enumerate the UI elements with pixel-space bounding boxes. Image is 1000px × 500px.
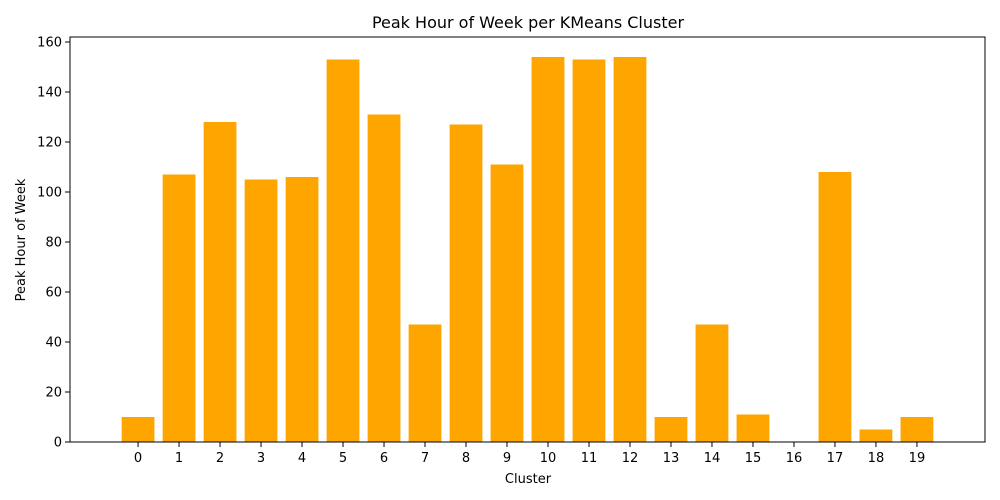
x-tick-label: 19 [909, 451, 926, 466]
bar-cluster-18 [859, 429, 893, 442]
bar-cluster-8 [449, 124, 483, 442]
bar-cluster-13 [654, 417, 688, 442]
x-tick-label: 12 [622, 451, 639, 466]
bar-cluster-5 [326, 59, 360, 442]
y-tick-label: 40 [45, 336, 62, 351]
x-tick-label: 2 [216, 451, 224, 466]
x-tick-label: 11 [581, 451, 598, 466]
x-tick-label: 5 [339, 451, 347, 466]
bar-cluster-19 [900, 417, 934, 442]
bar-cluster-14 [695, 324, 729, 442]
x-tick-label: 10 [540, 451, 557, 466]
bar-cluster-6 [367, 114, 401, 442]
y-tick-label: 140 [37, 86, 62, 101]
bar-cluster-1 [162, 174, 196, 442]
bar-cluster-7 [408, 324, 442, 442]
y-axis: 0 20 40 60 80 100 120 140 160 [37, 36, 70, 451]
x-tick-label: 13 [663, 451, 680, 466]
bars-group [121, 57, 934, 442]
y-tick-label: 0 [54, 436, 62, 451]
y-tick-label: 160 [37, 36, 62, 51]
x-tick-label: 17 [827, 451, 844, 466]
x-tick-label: 16 [786, 451, 803, 466]
x-tick-label: 18 [868, 451, 885, 466]
bar-cluster-9 [490, 164, 524, 442]
y-tick-label: 60 [45, 286, 62, 301]
bar-cluster-10 [531, 57, 565, 442]
bar-cluster-3 [244, 179, 278, 442]
y-axis-title: Peak Hour of Week [14, 178, 29, 301]
x-tick-label: 1 [175, 451, 183, 466]
bar-cluster-11 [572, 59, 606, 442]
x-axis-title: Cluster [505, 472, 552, 487]
plot-frame [69, 36, 986, 443]
x-tick-label: 8 [462, 451, 470, 466]
x-tick-label: 15 [745, 451, 762, 466]
x-tick-label: 6 [380, 451, 388, 466]
x-tick-label: 0 [134, 451, 142, 466]
y-tick-label: 80 [45, 236, 62, 251]
x-axis: 0 1 2 3 4 5 6 7 8 9 10 11 12 13 14 15 16 17 18 19 [134, 442, 925, 466]
x-tick-label: 9 [503, 451, 511, 466]
x-tick-label: 14 [704, 451, 721, 466]
x-tick-label: 4 [298, 451, 306, 466]
y-tick-label: 120 [37, 136, 62, 151]
bar-cluster-4 [285, 177, 319, 442]
bar-cluster-17 [818, 172, 852, 442]
bar-cluster-2 [203, 122, 237, 442]
bar-cluster-15 [736, 414, 770, 442]
bar-cluster-0 [121, 417, 155, 442]
chart-title: Peak Hour of Week per KMeans Cluster [372, 13, 685, 32]
y-tick-label: 100 [37, 186, 62, 201]
x-tick-label: 3 [257, 451, 265, 466]
bar-cluster-12 [613, 57, 647, 442]
y-tick-label: 20 [45, 386, 62, 401]
x-tick-label: 7 [421, 451, 429, 466]
